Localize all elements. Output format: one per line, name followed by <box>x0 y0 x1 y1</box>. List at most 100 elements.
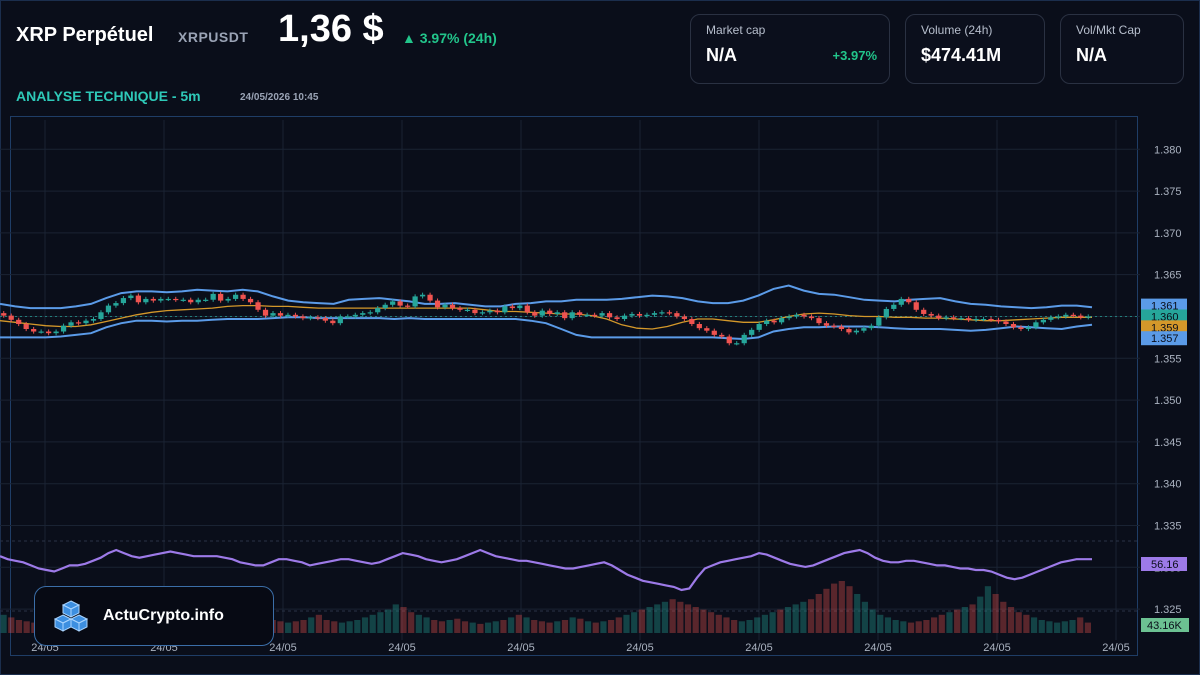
brand-logo[interactable]: ActuCrypto.info <box>34 586 274 646</box>
volume-bar <box>477 623 484 633</box>
volume-bar <box>277 621 284 633</box>
candle-body <box>1 313 7 316</box>
candle-body <box>210 293 216 300</box>
volume-bar <box>654 604 661 633</box>
candle-body <box>23 324 29 330</box>
candle-body <box>524 305 530 313</box>
price-tag <box>1141 320 1187 335</box>
candle-body <box>285 314 291 317</box>
candle-body <box>1033 322 1039 328</box>
candle-body <box>771 320 777 323</box>
candle-body <box>397 301 403 306</box>
volume-bar <box>892 620 899 633</box>
candle-body <box>457 308 463 310</box>
volume-bar <box>15 620 23 633</box>
candle-body <box>539 310 545 316</box>
candle-body <box>1063 314 1069 317</box>
volume-bar <box>877 614 884 633</box>
candle-body <box>232 294 239 299</box>
card-label: Vol/Mkt Cap <box>1076 23 1141 37</box>
volume-bar <box>761 614 769 633</box>
candle-body <box>659 312 665 314</box>
candle-body <box>913 302 919 310</box>
candle-body <box>569 312 575 319</box>
candle-body <box>577 312 583 315</box>
volume-bar <box>354 620 361 633</box>
card-value: N/A <box>1076 45 1107 65</box>
volume-bar <box>315 614 322 633</box>
volume-bar <box>338 622 346 633</box>
candle-body <box>808 316 815 319</box>
price-tag-label: 1.357 <box>1151 333 1179 345</box>
volume-bar <box>854 594 861 633</box>
candle-body <box>509 306 515 309</box>
moving-average-line <box>0 304 1092 330</box>
volume-bar <box>308 617 315 633</box>
candle-body <box>472 309 478 314</box>
candle-body <box>532 312 538 316</box>
volume-bar <box>931 617 938 633</box>
volume-bar <box>392 604 399 633</box>
candle-body <box>315 317 321 319</box>
candle-body <box>165 298 171 301</box>
candle-body <box>1055 316 1061 318</box>
y-tick-label: 1.365 <box>1154 270 1182 282</box>
candle-body <box>704 328 710 331</box>
analysis-timestamp: 24/05/2026 10:45 <box>240 92 319 103</box>
candle-body <box>621 315 628 319</box>
price-tag <box>1141 298 1187 313</box>
x-tick-label: 24/05 <box>864 642 892 654</box>
candle-body <box>255 302 261 310</box>
x-tick-label: 24/05 <box>388 642 416 654</box>
candle-body <box>180 299 186 301</box>
volume-bar <box>1054 622 1061 633</box>
candle-body <box>995 319 1002 322</box>
volume-bar <box>515 614 522 633</box>
price-tag <box>1141 331 1187 346</box>
candle-body <box>816 318 822 324</box>
candle-body <box>921 309 927 314</box>
volume-bar <box>661 601 669 633</box>
rsi-tag-label: 56.16 <box>1151 559 1179 571</box>
candle-body <box>367 312 373 314</box>
candle-body <box>53 331 59 334</box>
candle-body <box>1085 316 1091 318</box>
candle-body <box>128 295 134 299</box>
y-tick-label: 1.340 <box>1154 479 1182 491</box>
volume-bar <box>1069 620 1076 633</box>
candle-body <box>891 304 897 309</box>
brand-name: ActuCrypto.info <box>103 607 224 624</box>
candle-body <box>31 329 37 332</box>
volume-bar <box>615 617 622 633</box>
candle-body <box>1048 317 1054 320</box>
volume-bar <box>531 620 538 633</box>
cubes-icon <box>53 600 89 632</box>
volume-bar <box>731 620 738 633</box>
volume-bar <box>861 601 868 633</box>
volume-bar <box>769 612 776 633</box>
candle-body <box>412 296 418 307</box>
candle-body <box>464 309 471 311</box>
candle-body <box>973 318 979 321</box>
y-tick-label: 1.375 <box>1154 186 1182 198</box>
candle-body <box>38 331 44 333</box>
volume-bar <box>884 617 892 633</box>
card-label: Market cap <box>706 23 766 37</box>
candle-body <box>1078 315 1084 318</box>
volume-bar <box>754 617 761 633</box>
candle-body <box>584 314 590 317</box>
volume-bar <box>446 620 453 633</box>
volume-bar <box>546 622 553 633</box>
candle-body <box>300 316 306 319</box>
volume-bar <box>554 621 561 633</box>
candle-body <box>1040 319 1047 323</box>
rsi-line <box>0 548 1092 592</box>
candle-body <box>599 313 605 316</box>
volume-bar <box>961 607 968 633</box>
candle-body <box>756 324 762 330</box>
volume-bar <box>369 614 376 633</box>
volume-bar <box>1030 617 1038 633</box>
volume-bar <box>323 620 330 633</box>
candle-body <box>861 328 867 331</box>
volume-card: Volume (24h) $474.41M <box>905 14 1045 84</box>
